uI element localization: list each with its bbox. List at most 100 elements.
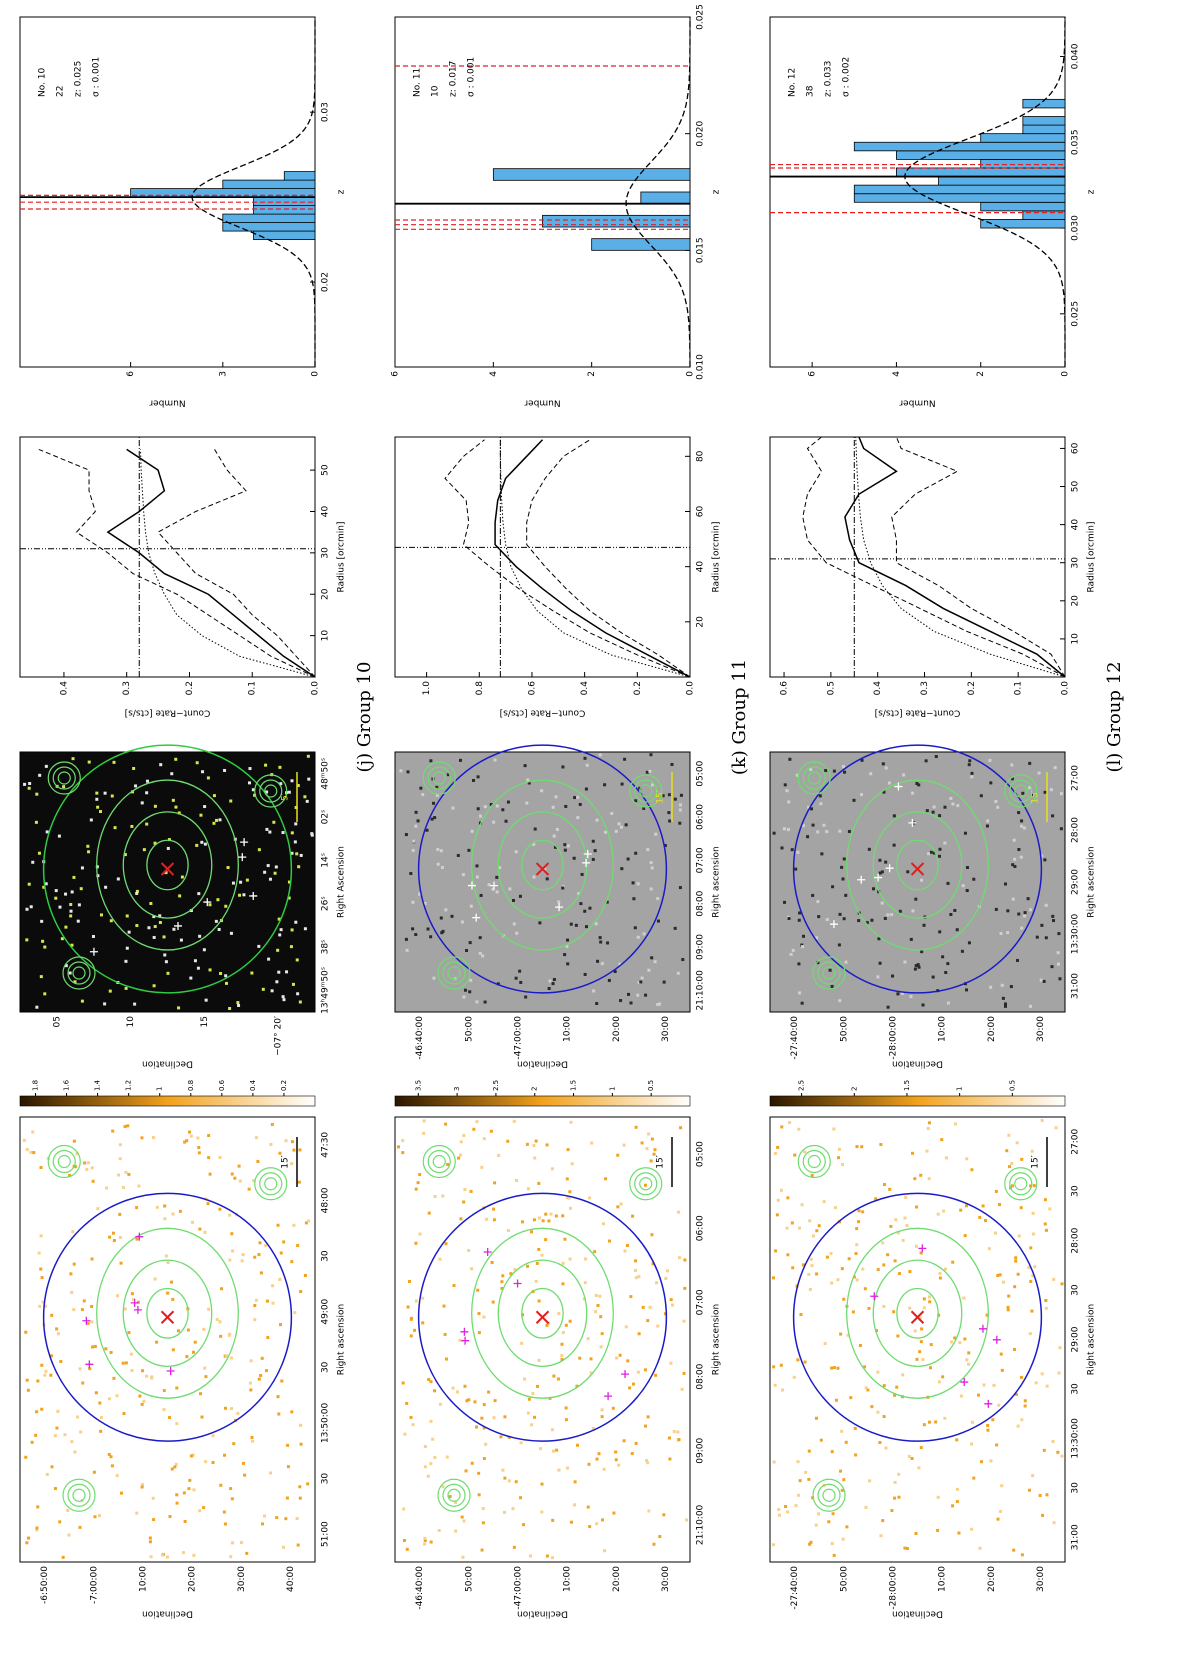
map-pixel <box>618 1353 622 1357</box>
map-pixel <box>893 1259 897 1263</box>
map-pixel <box>532 875 536 879</box>
map-pixel <box>1010 763 1014 767</box>
map-pixel <box>1001 996 1005 1000</box>
map-pixel <box>37 851 41 855</box>
map-pixel <box>231 1249 235 1253</box>
figure-caption: (l) Group 12 <box>1104 661 1125 772</box>
map-pixel <box>482 1137 486 1141</box>
map-pixel <box>772 1365 776 1369</box>
upper-bound <box>38 448 316 678</box>
map-pixel <box>444 1357 448 1361</box>
map-pixel <box>785 1226 789 1230</box>
y-axis-label: Declination <box>142 1609 193 1619</box>
colorbar-tick-label: 3 <box>453 1087 461 1091</box>
map-pixel <box>45 1472 49 1476</box>
map-pixel <box>633 1268 637 1272</box>
x-ray-contour <box>62 1478 96 1512</box>
map-pixel <box>460 1515 464 1519</box>
histogram-bar <box>1022 98 1066 109</box>
x-axis-label: Radius [orcmin] <box>1087 522 1097 593</box>
map-pixel <box>798 911 802 915</box>
group-center <box>910 1310 925 1324</box>
map-pixel <box>563 1237 567 1241</box>
map-pixel <box>236 1411 240 1415</box>
map-pixel <box>149 902 153 906</box>
map-pixel <box>477 1331 481 1335</box>
map-pixel <box>273 871 277 875</box>
map-pixel <box>218 1207 222 1211</box>
map-pixel <box>534 1139 538 1143</box>
map-pixel <box>525 1142 529 1146</box>
map-pixel <box>460 920 464 924</box>
map-pixel <box>897 1272 901 1276</box>
map-pixel <box>464 1469 468 1473</box>
map-pixel <box>307 777 311 781</box>
map-pixel <box>634 1276 638 1280</box>
map-pixel <box>230 1232 234 1236</box>
group-info: σ : 0.001 <box>467 57 477 97</box>
map-pixel <box>612 1511 616 1515</box>
map-pixel <box>23 782 27 786</box>
histogram-bar <box>222 179 316 190</box>
map-pixel <box>814 1416 818 1420</box>
map-pixel <box>774 1249 778 1253</box>
map-pixel <box>249 1388 253 1392</box>
map-pixel <box>243 1473 247 1477</box>
map-pixel <box>476 775 480 779</box>
map-pixel <box>623 1249 627 1253</box>
map-pixel <box>619 825 623 829</box>
map-pixel <box>922 1297 926 1301</box>
map-pixel <box>786 1253 790 1257</box>
ra-tick-label: 06:00 <box>696 1215 706 1241</box>
map-pixel <box>171 1212 175 1216</box>
map-pixel <box>842 917 846 921</box>
map-pixel <box>642 932 646 936</box>
map-pixel <box>854 1252 858 1256</box>
map-pixel <box>430 817 434 821</box>
map-pixel <box>256 1160 260 1164</box>
map-pixel <box>607 1239 611 1243</box>
ra-tick-label: 51:00 <box>321 1521 331 1547</box>
x-ray-contour <box>259 1172 283 1196</box>
group-info: 38 <box>806 85 816 97</box>
map-pixel <box>290 1410 294 1414</box>
map-pixel <box>34 1433 38 1437</box>
ra-tick-label: 47:30 <box>321 1132 331 1158</box>
map-pixel <box>810 1264 814 1268</box>
map-pixel <box>844 893 848 897</box>
map-pixel <box>927 1420 931 1424</box>
map-pixel <box>661 794 665 798</box>
map-pixel <box>501 1468 505 1472</box>
map-pixel <box>55 1327 59 1331</box>
map-pixel <box>619 999 623 1003</box>
colorbar-tick-label: 1.6 <box>63 1079 71 1091</box>
map-pixel <box>67 1533 71 1537</box>
x-ray-contour <box>72 966 86 980</box>
map-pixel <box>588 1196 592 1200</box>
map-pixel <box>988 758 992 762</box>
map-pixel <box>197 1146 201 1150</box>
map-pixel <box>685 1518 689 1522</box>
map-pixel <box>29 1150 33 1154</box>
map-pixel <box>1023 911 1027 915</box>
map-pixel <box>463 988 467 992</box>
map-pixel <box>500 1280 504 1284</box>
x-ray-contour <box>634 1172 658 1196</box>
map-pixel <box>554 1214 558 1218</box>
map-pixel <box>276 1223 280 1227</box>
map-pixel <box>592 989 596 993</box>
x-ray-contour <box>427 766 451 790</box>
map-pixel <box>290 1260 294 1264</box>
map-pixel <box>564 804 568 808</box>
map-pixel <box>416 1181 420 1185</box>
map-pixel <box>260 1356 264 1360</box>
map-pixel <box>596 959 600 963</box>
map-pixel <box>884 1446 888 1450</box>
map-pixel <box>599 940 603 944</box>
map-pixel <box>1027 1266 1031 1270</box>
map-pixel <box>467 848 471 852</box>
dec-tick-label: 50:00 <box>839 1016 849 1042</box>
map-pixel <box>280 1379 284 1383</box>
map-pixel <box>198 1509 202 1513</box>
map-pixel <box>979 794 983 798</box>
